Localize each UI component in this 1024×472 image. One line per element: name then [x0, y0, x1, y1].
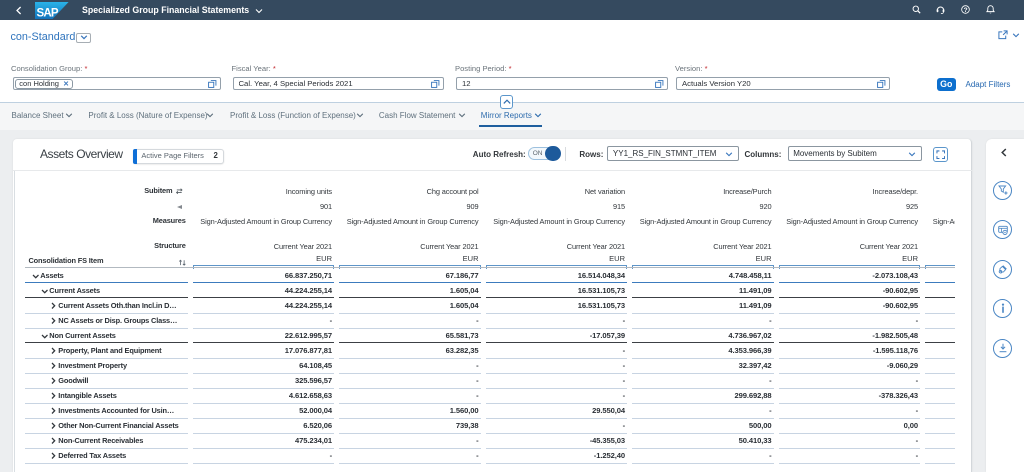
svg-text:?: ?	[963, 7, 967, 14]
svg-text:SAP: SAP	[37, 7, 59, 18]
